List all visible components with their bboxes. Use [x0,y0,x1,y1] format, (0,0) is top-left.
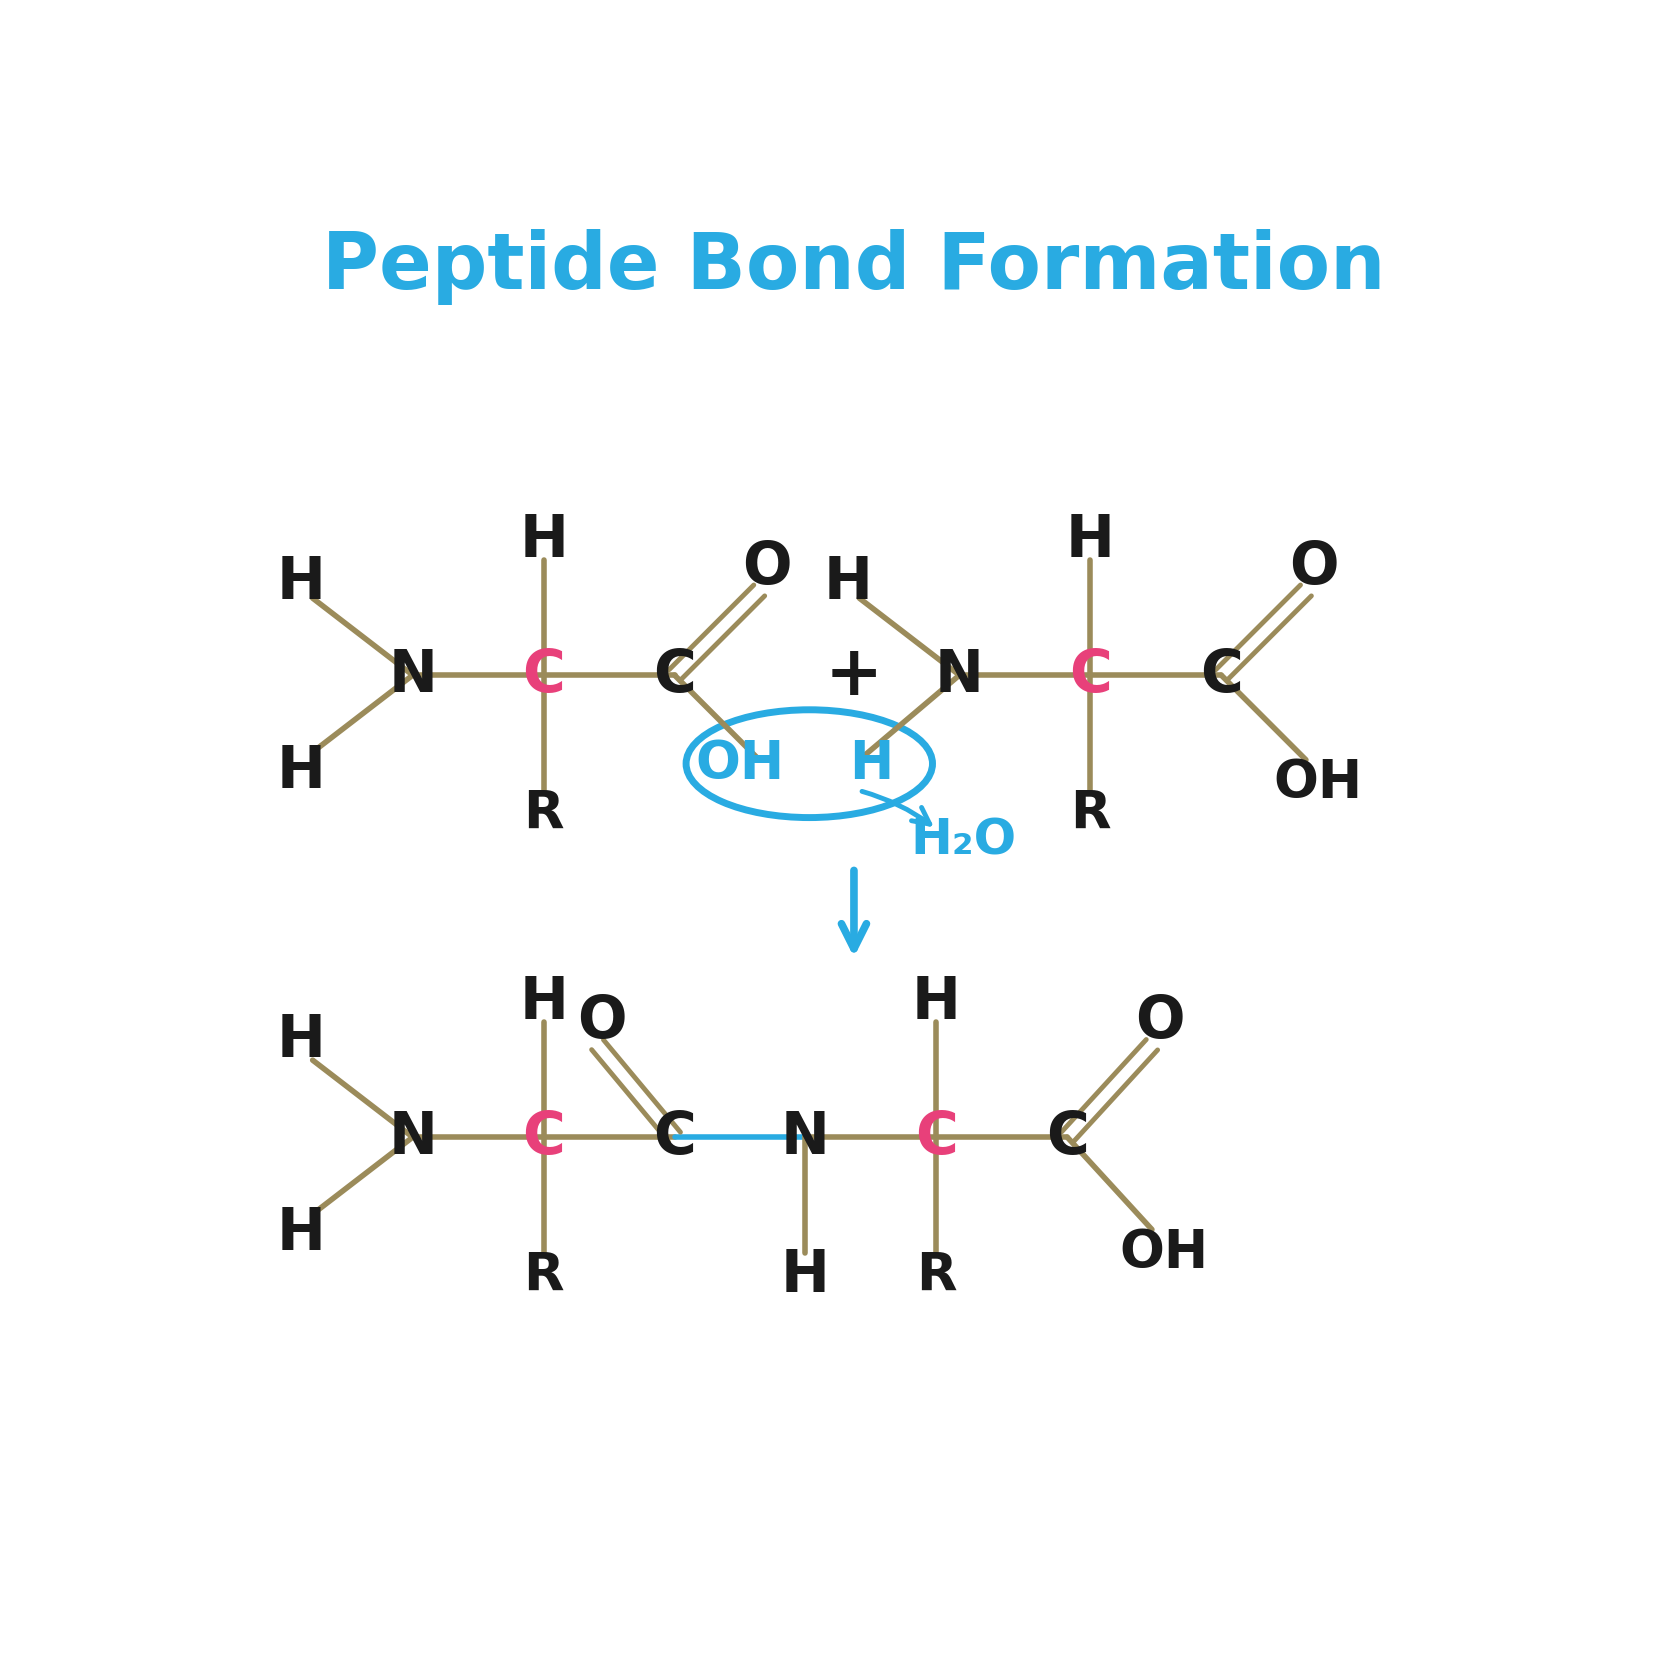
Text: H: H [1065,512,1115,568]
Text: H: H [277,1012,325,1069]
Text: C: C [1200,647,1242,703]
Text: C: C [522,1109,565,1165]
Text: O: O [742,538,792,595]
Text: H₂O: H₂O [910,817,1017,865]
Text: R: R [523,788,563,840]
Text: O: O [1289,538,1339,595]
Text: Peptide Bond Formation: Peptide Bond Formation [322,228,1385,305]
Text: C: C [915,1109,959,1165]
Text: O: O [577,994,627,1050]
Text: H: H [518,974,568,1030]
Text: H: H [277,743,325,800]
Text: +: + [825,642,884,708]
Text: OH: OH [695,738,785,790]
Text: C: C [1069,647,1112,703]
Text: H: H [277,553,325,612]
Text: N: N [935,647,984,703]
Text: H: H [277,1205,325,1262]
Text: N: N [388,1109,437,1165]
Text: R: R [917,1250,957,1302]
Text: H: H [823,553,872,612]
Text: N: N [782,1109,830,1165]
Text: OH: OH [1119,1227,1209,1279]
Text: C: C [653,647,695,703]
Text: H: H [912,974,960,1030]
Text: H: H [849,738,894,790]
Text: C: C [1045,1109,1089,1165]
Text: C: C [653,1109,695,1165]
Text: H: H [782,1247,830,1304]
Text: OH: OH [1274,757,1362,808]
Text: O: O [1135,994,1184,1050]
Text: R: R [1070,788,1110,840]
Text: H: H [518,512,568,568]
Text: R: R [523,1250,563,1302]
Text: N: N [388,647,437,703]
Text: C: C [522,647,565,703]
